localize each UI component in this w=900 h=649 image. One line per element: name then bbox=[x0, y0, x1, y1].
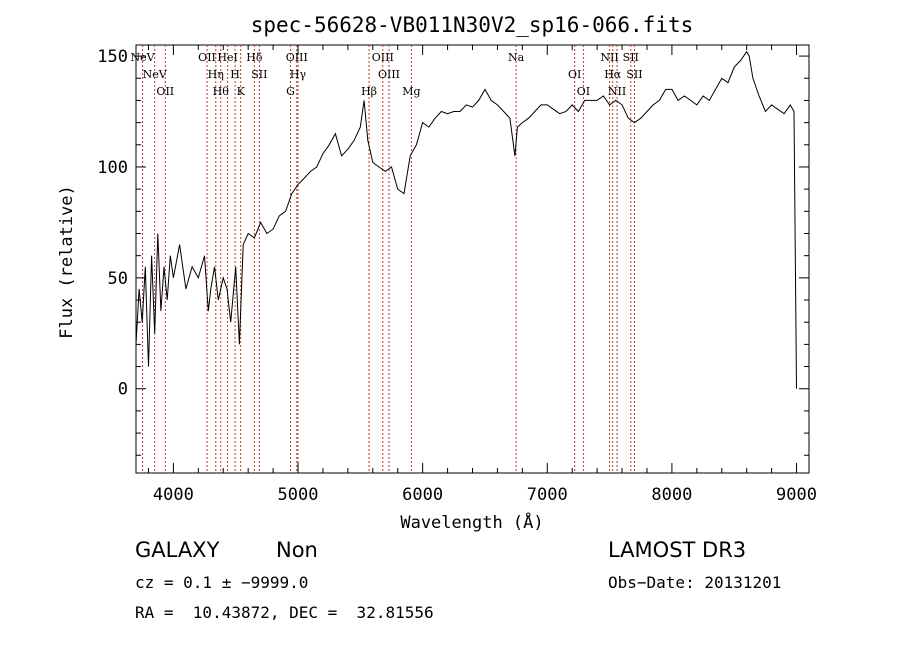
emission-line-label: OIII bbox=[372, 51, 394, 64]
emission-line-markers bbox=[142, 45, 636, 473]
obs-date-line: Obs−Date: 20131201 bbox=[608, 573, 782, 592]
emission-line-label: Hδ bbox=[246, 51, 263, 64]
x-tick-label: 9000 bbox=[776, 485, 817, 505]
x-tick-label: 7000 bbox=[527, 485, 568, 505]
emission-line-label: SII bbox=[251, 68, 267, 81]
y-axis-label: Flux (relative) bbox=[57, 185, 77, 339]
emission-line-label: OI bbox=[568, 68, 581, 81]
emission-line-label: K bbox=[237, 85, 246, 98]
emission-line-label: Hα bbox=[604, 68, 622, 81]
emission-line-labels: NeVNeVOIIOIIHηHθHeIHKHδSIIGOIIIHγHβOIIIO… bbox=[131, 51, 643, 98]
emission-line-label: Hβ bbox=[361, 85, 377, 98]
object-subclass: Non bbox=[276, 538, 318, 562]
x-tick-label: 4000 bbox=[153, 485, 194, 505]
emission-line-label: OI bbox=[577, 85, 590, 98]
y-tick-label: 100 bbox=[97, 158, 128, 178]
y-axis-ticks: 0 50 100 150 bbox=[97, 47, 809, 456]
object-class: GALAXY bbox=[135, 538, 220, 562]
emission-line-label: Na bbox=[508, 51, 525, 64]
emission-line-label: OII bbox=[156, 85, 174, 98]
spectrum-series-line bbox=[135, 50, 797, 389]
x-tick-label: 8000 bbox=[651, 485, 692, 505]
x-tick-label: 5000 bbox=[278, 485, 319, 505]
emission-line-label: NII bbox=[600, 51, 618, 64]
y-tick-label: 50 bbox=[108, 269, 128, 289]
emission-line-label: OIII bbox=[378, 68, 400, 81]
emission-line-label: NII bbox=[608, 85, 626, 98]
chart-title: spec-56628-VB011N30V2_sp16-066.fits bbox=[251, 13, 694, 37]
emission-line-label: OIII bbox=[286, 51, 308, 64]
y-tick-label: 0 bbox=[118, 380, 128, 400]
plot-frame bbox=[135, 44, 810, 474]
x-axis-ticks: 4000 5000 6000 7000 8000 9000 bbox=[147, 45, 817, 505]
emission-line-label: H bbox=[230, 68, 240, 81]
emission-line-label: G bbox=[286, 85, 295, 98]
ra-dec-line: RA = 10.43872, DEC = 32.81556 bbox=[135, 603, 434, 622]
emission-line-label: Hθ bbox=[213, 85, 230, 98]
x-tick-label: 6000 bbox=[402, 485, 443, 505]
emission-line-label: SII bbox=[623, 51, 639, 64]
emission-line-label: Mg bbox=[402, 85, 420, 98]
emission-line-label: Hη bbox=[208, 68, 224, 81]
x-axis-label: Wavelength (Å) bbox=[400, 511, 543, 533]
emission-line-label: OII bbox=[198, 51, 216, 64]
emission-line-label: NeV bbox=[143, 68, 168, 81]
emission-line-label: SII bbox=[626, 68, 642, 81]
redshift-line: cz = 0.1 ± −9999.0 bbox=[135, 573, 309, 592]
y-tick-label: 150 bbox=[97, 47, 128, 67]
emission-line-label: Hγ bbox=[290, 68, 307, 81]
emission-line-label: NeV bbox=[131, 51, 156, 64]
survey-name: LAMOST DR3 bbox=[608, 538, 747, 562]
spectrum-plot: spec-56628-VB011N30V2_sp16-066.fits NeV N… bbox=[57, 13, 817, 533]
emission-line-label: HeI bbox=[217, 51, 237, 64]
